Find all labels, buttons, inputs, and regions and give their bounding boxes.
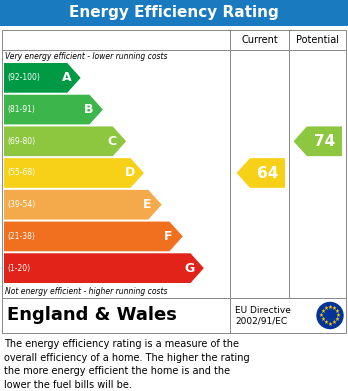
Text: ★: ★ bbox=[323, 320, 328, 325]
Text: 64: 64 bbox=[257, 165, 278, 181]
Polygon shape bbox=[237, 158, 285, 188]
Bar bbox=[2, 298, 346, 333]
Text: Energy Efficiency Rating: Energy Efficiency Rating bbox=[69, 5, 279, 20]
Text: (55-68): (55-68) bbox=[7, 169, 35, 178]
Text: Very energy efficient - lower running costs: Very energy efficient - lower running co… bbox=[5, 52, 167, 61]
Polygon shape bbox=[4, 63, 81, 93]
Text: 74: 74 bbox=[314, 134, 335, 149]
Text: G: G bbox=[184, 262, 195, 274]
Polygon shape bbox=[4, 253, 204, 283]
Text: Not energy efficient - higher running costs: Not energy efficient - higher running co… bbox=[5, 287, 167, 296]
Text: The energy efficiency rating is a measure of the
overall efficiency of a home. T: The energy efficiency rating is a measur… bbox=[4, 339, 250, 390]
Polygon shape bbox=[4, 95, 103, 124]
Text: ★: ★ bbox=[320, 309, 325, 314]
Text: 2002/91/EC: 2002/91/EC bbox=[235, 316, 287, 325]
Polygon shape bbox=[294, 126, 342, 156]
Text: Current: Current bbox=[241, 35, 278, 45]
Text: England & Wales: England & Wales bbox=[7, 307, 177, 325]
Text: E: E bbox=[143, 198, 151, 211]
Text: C: C bbox=[107, 135, 116, 148]
Text: ★: ★ bbox=[332, 320, 337, 325]
Circle shape bbox=[317, 303, 343, 328]
Text: B: B bbox=[84, 103, 93, 116]
Text: (81-91): (81-91) bbox=[7, 105, 35, 114]
Text: D: D bbox=[125, 167, 135, 179]
Text: Potential: Potential bbox=[296, 35, 339, 45]
Text: (21-38): (21-38) bbox=[7, 232, 35, 241]
Text: (39-54): (39-54) bbox=[7, 200, 35, 209]
Text: (1-20): (1-20) bbox=[7, 264, 30, 273]
Text: (69-80): (69-80) bbox=[7, 137, 35, 146]
Polygon shape bbox=[4, 190, 162, 220]
Text: ★: ★ bbox=[335, 309, 340, 314]
Text: ★: ★ bbox=[323, 306, 328, 310]
Text: F: F bbox=[164, 230, 173, 243]
Polygon shape bbox=[4, 126, 126, 156]
Text: ★: ★ bbox=[336, 313, 341, 318]
Text: (92-100): (92-100) bbox=[7, 74, 40, 83]
Text: ★: ★ bbox=[335, 317, 340, 322]
Polygon shape bbox=[4, 158, 144, 188]
Text: ★: ★ bbox=[319, 313, 324, 318]
Text: ★: ★ bbox=[320, 317, 325, 322]
Text: EU Directive: EU Directive bbox=[235, 306, 291, 315]
Polygon shape bbox=[4, 222, 183, 251]
Bar bbox=[0, 0, 348, 26]
Text: ★: ★ bbox=[327, 305, 332, 310]
Bar bbox=[2, 30, 346, 298]
Text: A: A bbox=[62, 71, 71, 84]
Text: ★: ★ bbox=[332, 306, 337, 310]
Text: ★: ★ bbox=[327, 321, 332, 326]
